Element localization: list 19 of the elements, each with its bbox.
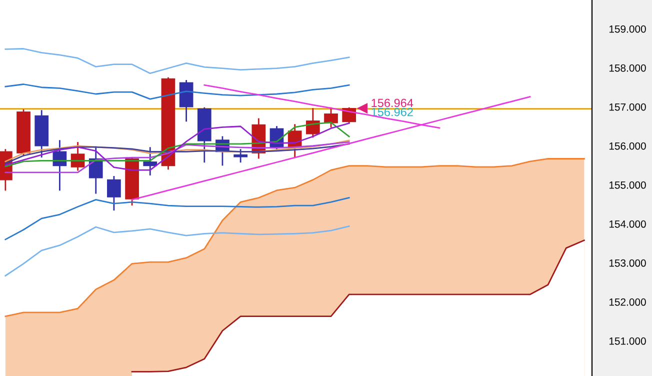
y-tick-label: 159.000 [609,25,646,33]
y-tick-label: 151.000 [609,337,646,345]
line-series [4,226,350,276]
y-tick-label: 157.000 [609,103,646,111]
candlestick [143,147,158,176]
annotation: 156.962 [372,108,413,116]
y-tick-label: 158.000 [609,64,646,72]
y-tick-label: 155.000 [609,181,646,189]
candlestick [324,107,338,128]
candlestick [234,149,248,163]
line-series [4,48,350,74]
line-series [4,197,350,240]
y-tick-label: 152.000 [609,298,646,306]
annotation: 156.964 [372,98,414,108]
line-series [4,84,350,100]
y-tick-label: 153.000 [609,259,646,267]
y-tick-label: 154.000 [609,220,646,228]
candlestick [107,176,121,211]
y-tick-label: 156.000 [609,142,646,150]
